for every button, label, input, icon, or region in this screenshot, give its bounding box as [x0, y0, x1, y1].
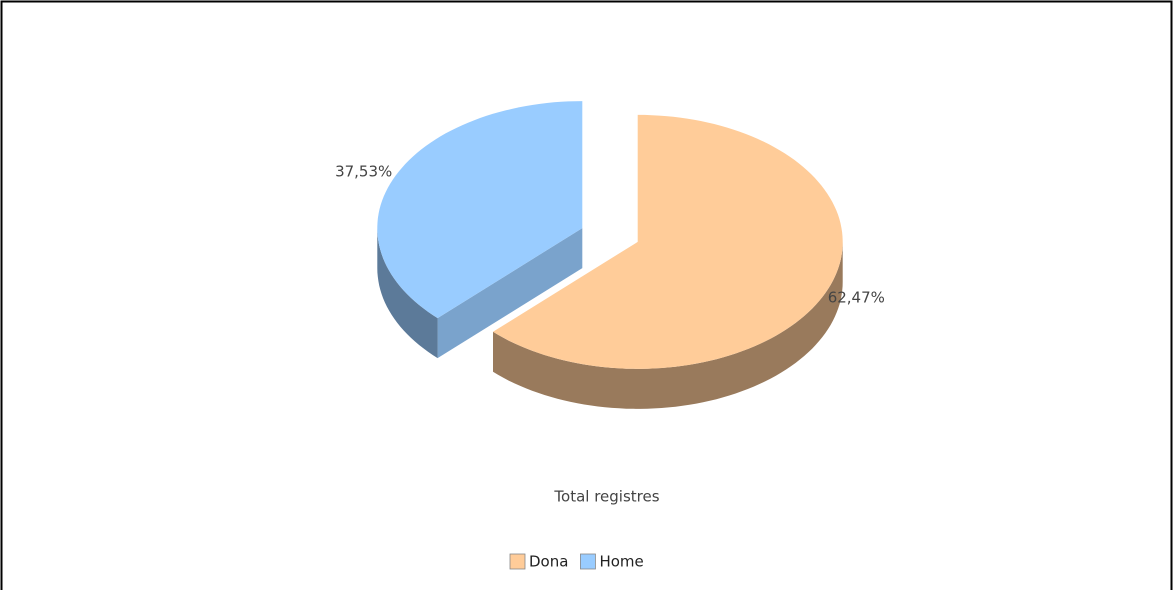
legend-label: Home	[599, 553, 643, 571]
legend-swatch	[509, 553, 526, 570]
slice-top	[493, 114, 843, 369]
data-label: 37,53%	[335, 162, 392, 180]
slice-side	[377, 228, 438, 359]
slice-top	[377, 101, 583, 319]
pie-slice	[493, 114, 843, 409]
legend-swatch	[580, 553, 596, 570]
slice-face	[437, 228, 583, 359]
chart-title: Total registres	[553, 488, 659, 506]
data-label: 62,47%	[828, 289, 885, 307]
legend-label: Dona	[529, 553, 568, 571]
slice-side	[493, 241, 843, 409]
pie-slice	[377, 101, 583, 359]
